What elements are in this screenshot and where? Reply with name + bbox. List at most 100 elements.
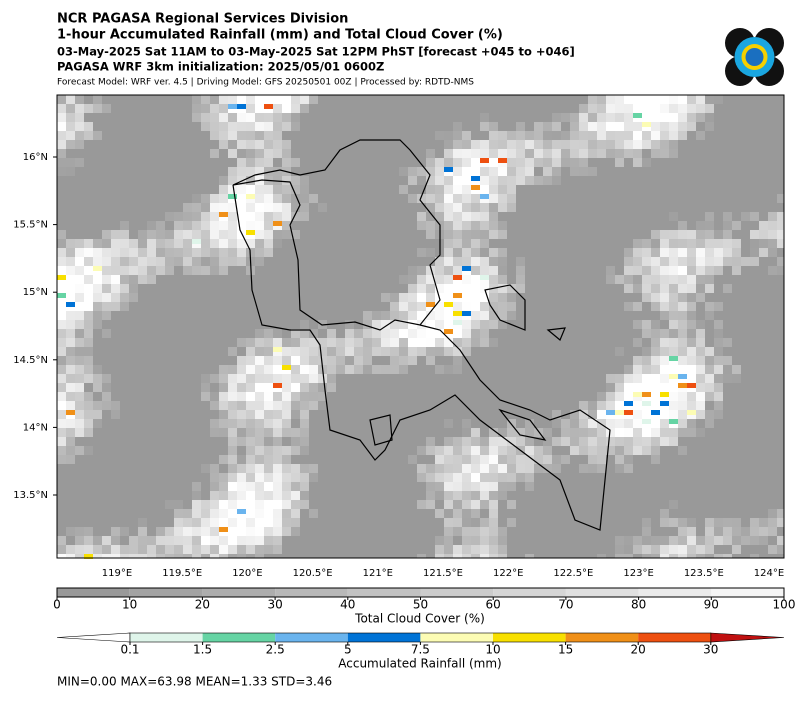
cloud-cell bbox=[471, 527, 480, 536]
cloud-cell bbox=[462, 500, 471, 509]
cloud-cell bbox=[660, 554, 669, 558]
cloud-cell bbox=[201, 104, 210, 113]
cloud-cell bbox=[57, 545, 66, 554]
cloud-cell bbox=[264, 383, 273, 392]
cloud-cell bbox=[417, 329, 426, 338]
cloud-cell bbox=[219, 482, 228, 491]
cloud-cell bbox=[282, 203, 291, 212]
cloud-cell bbox=[255, 473, 264, 482]
cloud-cell bbox=[255, 491, 264, 500]
cloud-cell bbox=[93, 302, 102, 311]
cloud-cell bbox=[606, 113, 615, 122]
cloud-cell bbox=[633, 536, 642, 545]
cloud-cell bbox=[633, 284, 642, 293]
cloud-cell bbox=[480, 302, 489, 311]
cloud-cell bbox=[417, 311, 426, 320]
cloud-cell bbox=[255, 509, 264, 518]
cloud-cell bbox=[228, 248, 237, 257]
cloud-cell bbox=[444, 347, 453, 356]
cloud-cell bbox=[210, 545, 219, 554]
cloud-cell bbox=[255, 374, 264, 383]
cloud-cell bbox=[381, 347, 390, 356]
cloud-cell bbox=[489, 518, 498, 527]
lat-label: 15.5°N bbox=[13, 220, 48, 231]
cloud-cell bbox=[183, 536, 192, 545]
cloud-cell bbox=[525, 158, 534, 167]
cloud-cell bbox=[255, 392, 264, 401]
cloud-cell bbox=[651, 338, 660, 347]
cloud-cell bbox=[435, 167, 444, 176]
cloud-cell bbox=[210, 536, 219, 545]
cloud-cell bbox=[759, 527, 768, 536]
cloud-cell bbox=[228, 518, 237, 527]
cloud-cell bbox=[210, 527, 219, 536]
cloud-cell bbox=[606, 140, 615, 149]
cloud-cell bbox=[291, 212, 300, 221]
cloud-cell bbox=[84, 104, 93, 113]
cloud-cell bbox=[408, 167, 417, 176]
cloud-cell bbox=[714, 392, 723, 401]
cloud-cell bbox=[651, 140, 660, 149]
cloud-cell bbox=[174, 500, 183, 509]
cloud-cell bbox=[714, 518, 723, 527]
cloud-cell bbox=[480, 293, 489, 302]
cloud-cell bbox=[183, 554, 192, 558]
cloud-cell bbox=[201, 257, 210, 266]
cloud-cell bbox=[489, 185, 498, 194]
cloud-cell bbox=[624, 437, 633, 446]
cloud-cell bbox=[237, 221, 246, 230]
cloud-cell bbox=[453, 257, 462, 266]
cloud-cell bbox=[516, 473, 525, 482]
cloud-cell bbox=[210, 428, 219, 437]
cloud-cell bbox=[561, 113, 570, 122]
cloud-cell bbox=[669, 545, 678, 554]
cloud-cell bbox=[201, 122, 210, 131]
cloud-cell bbox=[273, 446, 282, 455]
cloud-cell bbox=[444, 284, 453, 293]
cloud-cell bbox=[264, 527, 273, 536]
cloud-cell bbox=[462, 275, 471, 284]
cloud-cell bbox=[300, 410, 309, 419]
cloud-cell bbox=[291, 113, 300, 122]
cloud-cell bbox=[282, 104, 291, 113]
cloud-cell bbox=[669, 401, 678, 410]
cloud-cell bbox=[507, 437, 516, 446]
cloud-cell bbox=[642, 383, 651, 392]
cloud-cell bbox=[615, 275, 624, 284]
cloud-cell bbox=[579, 122, 588, 131]
cloud-cell bbox=[255, 158, 264, 167]
cloud-cell bbox=[399, 167, 408, 176]
cloud-cell bbox=[606, 122, 615, 131]
cloud-cell bbox=[660, 410, 669, 419]
cloud-cell bbox=[291, 347, 300, 356]
cloud-cell bbox=[183, 212, 192, 221]
cloud-cell bbox=[723, 536, 732, 545]
cloud-cell bbox=[201, 536, 210, 545]
cloud-cell bbox=[192, 248, 201, 257]
cloud-cell bbox=[768, 221, 777, 230]
cloud-cell bbox=[390, 338, 399, 347]
cloud-cell bbox=[543, 176, 552, 185]
cloud-cell bbox=[84, 401, 93, 410]
cloud-cell bbox=[372, 320, 381, 329]
cloud-cell bbox=[444, 230, 453, 239]
cloud-cell bbox=[588, 122, 597, 131]
cloud-cell bbox=[570, 410, 579, 419]
lon-label: 124°E bbox=[754, 568, 784, 579]
cloud-cell bbox=[705, 230, 714, 239]
cloud-cell bbox=[732, 248, 741, 257]
cloud-cell bbox=[192, 545, 201, 554]
cloud-cell bbox=[633, 158, 642, 167]
cloud-cell bbox=[615, 392, 624, 401]
cloud-cell bbox=[471, 446, 480, 455]
cloud-cell bbox=[696, 356, 705, 365]
cloud-cell bbox=[723, 365, 732, 374]
cloud-cell bbox=[480, 230, 489, 239]
cloud-cell bbox=[660, 131, 669, 140]
cloud-cell bbox=[282, 473, 291, 482]
cloud-cell bbox=[228, 257, 237, 266]
cloud-cell bbox=[300, 446, 309, 455]
cloud-cell bbox=[534, 464, 543, 473]
cloud-cell bbox=[399, 275, 408, 284]
cloud-cell bbox=[237, 383, 246, 392]
